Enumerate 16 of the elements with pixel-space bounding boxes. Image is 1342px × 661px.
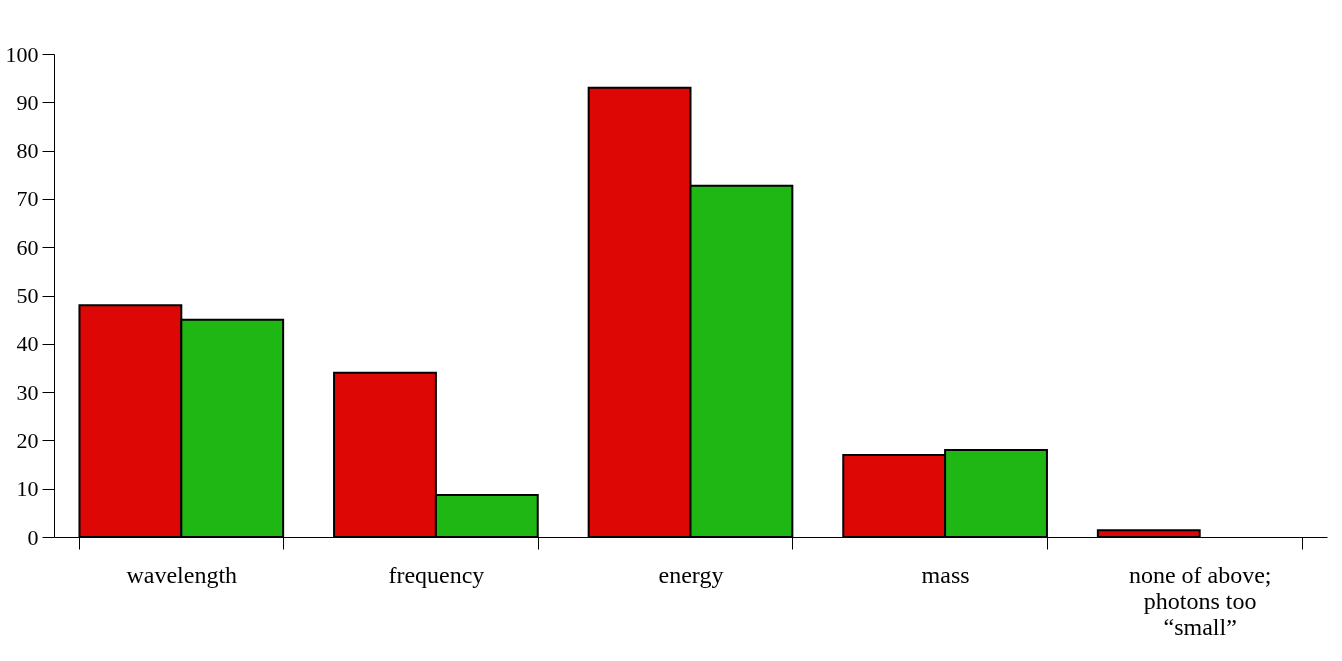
y-tick-label: 100	[5, 41, 39, 67]
y-tick-label: 50	[16, 283, 39, 308]
y-tick-label: 70	[16, 186, 39, 212]
y-tick-label: 60	[16, 234, 39, 260]
y-tick-label: 20	[16, 427, 39, 453]
x-tick-label: none of above; photons too “small”	[1128, 561, 1272, 640]
y-tick-label: 40	[16, 331, 39, 357]
y-tick-label: 10	[16, 476, 39, 502]
y-tick-label: 30	[16, 379, 39, 405]
x-tick-label: frequency	[388, 561, 485, 588]
x-tick-label: energy	[658, 561, 724, 588]
x-tick-label: mass	[921, 561, 970, 588]
x-tick-label: wavelength	[126, 561, 238, 588]
y-tick-label: 0	[27, 524, 39, 550]
y-tick-label: 90	[16, 89, 39, 115]
y-tick-label: 80	[16, 138, 39, 164]
